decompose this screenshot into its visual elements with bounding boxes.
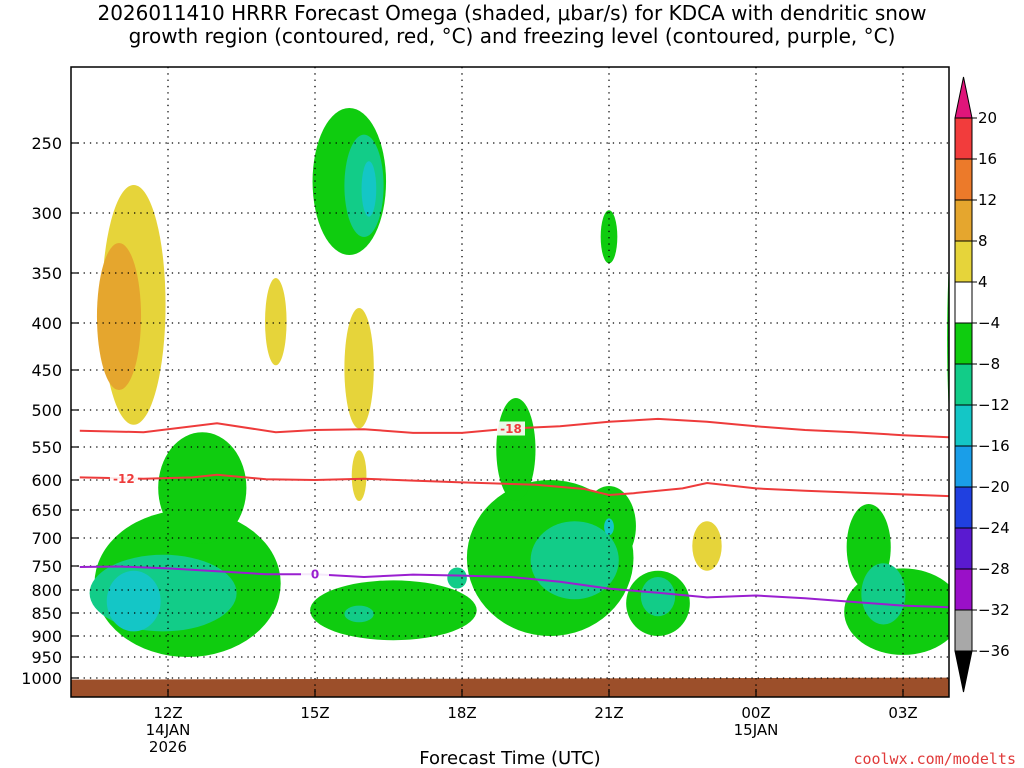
omega-region [604,518,614,536]
contour-line [79,473,949,498]
colorbar-tick-label: 20 [978,109,997,127]
colorbar-tick-label: −12 [978,396,1010,414]
omega-region [310,580,477,641]
colorbar-swatch [954,240,973,283]
x-tick-year: 2026 [149,738,187,756]
y-tick-label: 750 [31,557,62,576]
ground-fill [71,677,949,697]
x-tick-label: 00Z [741,704,770,722]
colorbar-swatch [954,445,973,488]
y-tick-label: 400 [31,314,62,333]
colorbar-swatch [954,199,973,242]
omega-region [106,570,161,632]
omega-region [361,161,377,217]
y-tick-label: 500 [31,401,62,420]
temperature-contours: -18 -12 0 [79,417,949,609]
omega-region [640,577,676,617]
colorbar-tick-label: −32 [978,601,1010,619]
y-tick-label: 550 [31,438,62,457]
colorbar-tick-label: 16 [978,150,997,168]
ground-surface [71,677,949,697]
y-tick-label: 850 [31,604,62,623]
x-tick-label: 15Z [300,704,329,722]
pressure-axis: 250 300 350 400 450 500 550 600 650 700 750 800 850 9… [21,134,79,688]
colorbar-tick-label: 8 [978,232,988,250]
contour-label: -18 [500,422,522,436]
contour-line [79,565,949,609]
title-line-1: 2026011410 HRRR Forecast Omega (shaded, … [97,1,927,25]
x-axis-label: Forecast Time (UTC) [419,748,600,768]
omega-region [600,210,618,264]
omega-region [96,243,142,390]
contour-label-bg [109,471,138,486]
x-tick-label: 18Z [447,704,476,722]
colorbar-top-arrow [954,76,973,119]
omega-region [447,567,467,589]
x-tick-label: 12Z [153,704,182,722]
omega-region [861,563,906,625]
colorbar-bottom-arrow [954,650,973,693]
omega-region [265,278,287,366]
contour-label-bg [301,567,329,582]
x-tick-date: 14JAN [146,721,191,739]
omega-shaded-regions [89,108,949,657]
colorbar-swatch [954,486,973,529]
omega-region [351,450,367,501]
contour-label: -12 [113,472,135,486]
x-tick-label: 21Z [594,704,623,722]
y-tick-label: 700 [31,529,62,548]
y-tick-label: 1000 [21,669,62,688]
colorbar-swatch [954,363,973,406]
colorbar-swatch [954,527,973,570]
colorbar-swatch [954,117,973,160]
y-tick-label: 650 [31,501,62,520]
contour-line [79,417,949,439]
contour-label: 0 [311,568,319,582]
y-tick-label: 950 [31,648,62,667]
colorbar-swatch [954,609,973,652]
plot-frame [70,66,950,698]
colorbar-swatch [954,281,973,324]
omega-region [344,308,374,429]
colorbar-swatch [954,158,973,201]
colorbar-tick-label: −24 [978,519,1010,537]
colorbar-tick-label: 4 [978,273,988,291]
y-tick-label: 600 [31,471,62,490]
colorbar-tick-label: 12 [978,191,997,209]
contour-label-bg [497,421,525,436]
colorbar-tick-label: −20 [978,478,1010,496]
omega-colorbar: 20 16 12 8 4 −4 −8 −12 −16 −20 −24 −28 −32 −36 [954,76,1010,693]
omega-region [692,521,722,571]
y-tick-label: 250 [31,134,62,153]
colorbar-tick-label: −8 [978,355,1000,373]
credit-link[interactable]: coolwx.com/modelts [853,750,1016,768]
chart-title: 2026011410 HRRR Forecast Omega (shaded, … [0,2,1024,48]
colorbar-swatch [954,568,973,611]
y-tick-label: 350 [31,264,62,283]
colorbar-tick-label: −16 [978,437,1010,455]
title-line-2: growth region (contoured, red, °C) and f… [128,24,896,48]
omega-region [158,432,247,544]
omega-region [530,521,619,600]
y-tick-label: 800 [31,581,62,600]
x-tick-label: 03Z [888,704,917,722]
colorbar-swatch [954,322,973,365]
omega-region [344,605,374,623]
y-tick-label: 450 [31,361,62,380]
pressure-gridlines [71,67,949,697]
colorbar-tick-label: −36 [978,642,1010,660]
y-tick-label: 300 [31,204,62,223]
x-tick-date: 15JAN [734,721,779,739]
colorbar-tick-label: −28 [978,560,1010,578]
colorbar-swatch [954,404,973,447]
colorbar-tick-label: −4 [978,314,1000,332]
y-tick-label: 900 [31,627,62,646]
